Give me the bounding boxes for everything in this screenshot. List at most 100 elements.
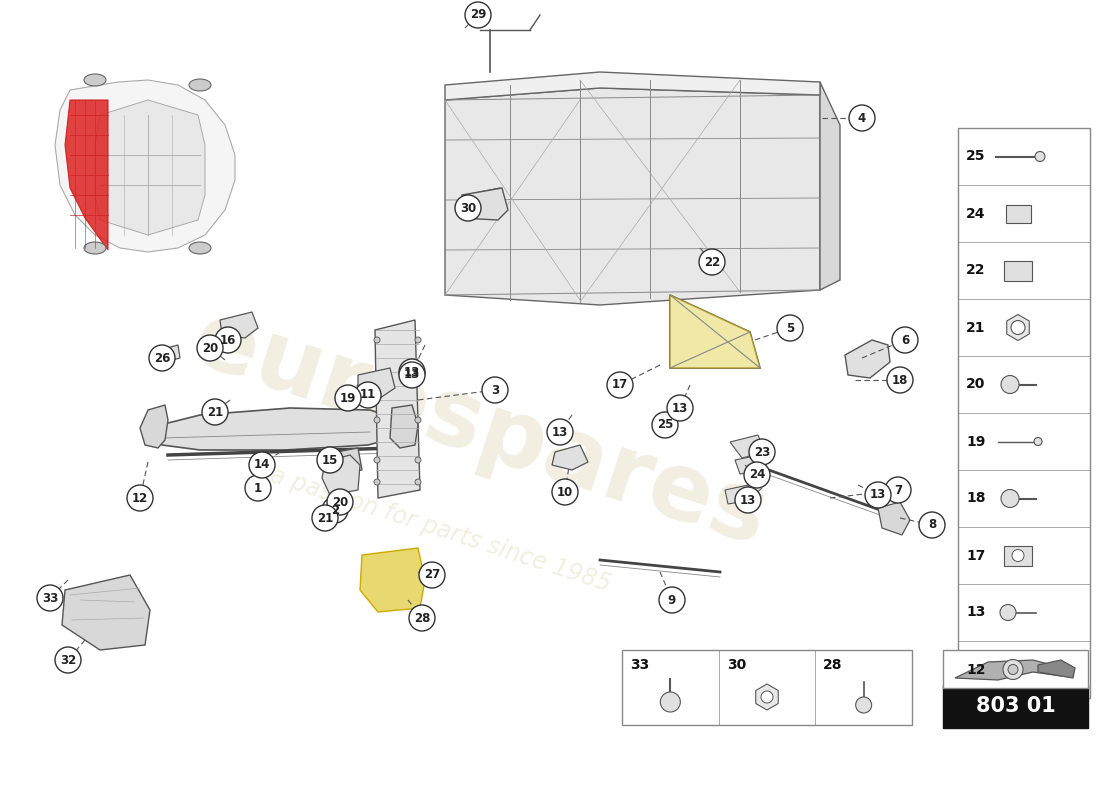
Text: 13: 13 (870, 489, 887, 502)
Circle shape (659, 587, 685, 613)
Circle shape (374, 377, 379, 383)
Text: 22: 22 (966, 263, 986, 278)
Polygon shape (463, 188, 505, 218)
Text: 25: 25 (657, 418, 673, 431)
Circle shape (312, 505, 338, 531)
Circle shape (37, 585, 63, 611)
Polygon shape (320, 448, 362, 475)
Text: 20: 20 (332, 495, 348, 509)
Text: 4: 4 (858, 111, 866, 125)
Polygon shape (446, 72, 820, 100)
Circle shape (667, 395, 693, 421)
FancyBboxPatch shape (1004, 546, 1032, 566)
Text: 5: 5 (785, 322, 794, 334)
Circle shape (1000, 605, 1016, 621)
Text: 26: 26 (154, 351, 170, 365)
Text: a passion for parts since 1985: a passion for parts since 1985 (266, 463, 614, 597)
Text: 32: 32 (59, 654, 76, 666)
Text: 23: 23 (754, 446, 770, 458)
Polygon shape (95, 100, 205, 235)
Circle shape (148, 345, 175, 371)
Circle shape (1035, 151, 1045, 162)
Circle shape (607, 372, 632, 398)
Circle shape (245, 475, 271, 501)
Circle shape (197, 335, 223, 361)
Text: 21: 21 (317, 511, 333, 525)
Circle shape (399, 359, 425, 385)
Circle shape (652, 412, 678, 438)
Text: 33: 33 (42, 591, 58, 605)
Circle shape (1001, 375, 1019, 394)
Text: 14: 14 (254, 458, 271, 471)
Polygon shape (140, 405, 168, 448)
Text: 17: 17 (966, 549, 986, 562)
Circle shape (886, 477, 911, 503)
Circle shape (698, 249, 725, 275)
Text: 19: 19 (966, 434, 986, 449)
Text: 22: 22 (704, 255, 720, 269)
Polygon shape (375, 320, 420, 498)
Circle shape (419, 562, 446, 588)
Polygon shape (955, 660, 1063, 680)
Polygon shape (55, 80, 235, 252)
Text: 9: 9 (668, 594, 676, 606)
Text: 13: 13 (404, 366, 420, 378)
Circle shape (865, 482, 891, 508)
Circle shape (892, 327, 918, 353)
Polygon shape (358, 368, 395, 398)
Circle shape (374, 337, 379, 343)
Circle shape (214, 327, 241, 353)
Circle shape (1012, 550, 1024, 562)
Circle shape (415, 479, 421, 485)
Text: 25: 25 (966, 150, 986, 163)
Polygon shape (878, 502, 910, 535)
Circle shape (761, 691, 773, 703)
Circle shape (455, 195, 481, 221)
Text: 1: 1 (254, 482, 262, 494)
Polygon shape (730, 435, 764, 458)
Text: 24: 24 (749, 469, 766, 482)
Text: 2: 2 (331, 503, 339, 517)
Circle shape (336, 385, 361, 411)
Text: 28: 28 (414, 611, 430, 625)
Text: 11: 11 (360, 389, 376, 402)
Circle shape (482, 377, 508, 403)
Ellipse shape (189, 242, 211, 254)
Circle shape (399, 362, 425, 388)
Circle shape (749, 439, 775, 465)
Polygon shape (460, 188, 508, 220)
Text: 13: 13 (672, 402, 689, 414)
Circle shape (1008, 665, 1018, 674)
Text: 7: 7 (894, 483, 902, 497)
Circle shape (918, 512, 945, 538)
Text: 30: 30 (727, 658, 746, 672)
Circle shape (849, 105, 875, 131)
FancyBboxPatch shape (943, 650, 1088, 688)
Polygon shape (65, 100, 108, 250)
Polygon shape (160, 345, 180, 362)
Polygon shape (670, 295, 760, 368)
Text: 3: 3 (491, 383, 499, 397)
Text: 6: 6 (901, 334, 909, 346)
Polygon shape (1006, 314, 1030, 341)
Text: 8: 8 (928, 518, 936, 531)
Ellipse shape (189, 79, 211, 91)
Text: 13: 13 (966, 606, 986, 619)
Text: 20: 20 (966, 378, 986, 391)
Text: 12: 12 (966, 662, 986, 677)
Text: 28: 28 (823, 658, 843, 672)
Text: 13: 13 (552, 426, 568, 438)
Circle shape (202, 399, 228, 425)
Text: 16: 16 (220, 334, 236, 346)
Circle shape (777, 315, 803, 341)
Circle shape (55, 647, 81, 673)
Circle shape (547, 419, 573, 445)
Text: 21: 21 (966, 321, 986, 334)
Text: 29: 29 (470, 9, 486, 22)
Circle shape (126, 485, 153, 511)
Text: 20: 20 (202, 342, 218, 354)
Circle shape (1001, 490, 1019, 507)
Text: 803 01: 803 01 (976, 697, 1055, 717)
Text: 13: 13 (740, 494, 756, 506)
Polygon shape (725, 485, 752, 504)
